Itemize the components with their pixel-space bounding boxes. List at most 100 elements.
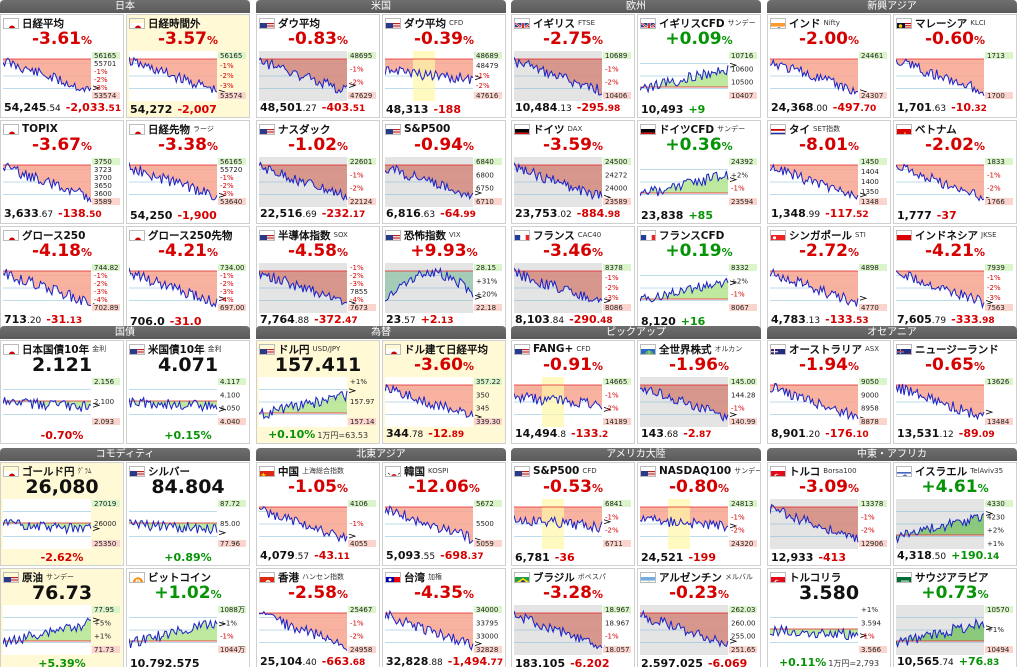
market-subname: 上海総合指数 bbox=[302, 467, 344, 475]
percent-text: +0.19 bbox=[665, 241, 722, 261]
card-header: フランス CAC40 bbox=[514, 228, 601, 242]
market-card[interactable]: ダウ平均 CFD -0.39% 48689 48479 -1% -2% 47616 48,313… bbox=[382, 14, 506, 118]
market-name: 原油 bbox=[22, 571, 43, 584]
market-card[interactable]: ゴールド円 ｸﾞﾗﾑ 26,080 27019 26000 25350 -2.62% bbox=[0, 462, 124, 566]
market-card[interactable]: S&P500 -0.94% 6840 6800 6750 6710 6,816.63 -64.… bbox=[382, 120, 506, 224]
market-card[interactable]: TOPIX -3.67% 3750 3723 3700 3650 3600 3589 3,633… bbox=[0, 120, 124, 224]
market-card[interactable]: 半導体指数 SOX -4.58% -1% -2% -3% 7855 -4% 7673 7,764.… bbox=[256, 226, 380, 330]
price-decimal: .8 bbox=[557, 430, 567, 440]
card-header: ダウ平均 CFD bbox=[385, 16, 463, 30]
change-int: -497 bbox=[832, 101, 861, 114]
percent-text: -0.94 bbox=[413, 135, 463, 155]
market-card[interactable]: シンガポール STI -2.72% 4898 4770 4,783.13 -133.53 bbox=[767, 226, 891, 330]
axis-tick-label: -1% bbox=[220, 174, 234, 182]
change-int: -89 bbox=[958, 427, 979, 440]
axis-tick-label: 10494 bbox=[987, 646, 1010, 654]
price-value: 713.20 bbox=[4, 313, 41, 326]
market-card[interactable]: ダウ平均 -0.83% 48695 -1% -2% 47629 48,501.27 -403.… bbox=[256, 14, 380, 118]
axis-tick-label: -1% bbox=[94, 68, 108, 76]
axis-tick-label: 4106 bbox=[350, 500, 368, 508]
market-card[interactable]: ドル円 USD/JPY 157.411 +1% 157.97 157.14 +0.10% 1万… bbox=[256, 340, 380, 444]
market-card[interactable]: マレーシア KLCI -0.60% 1713 1700 1,701.63 -10.32 bbox=[893, 14, 1017, 118]
market-card[interactable]: インドネシア JKSE -4.21% 7939 -1% -2% -3% 7563 7,605.7… bbox=[893, 226, 1017, 330]
price-value: 1,348.99 bbox=[771, 207, 820, 220]
market-card[interactable]: S&P500 CFD -0.53% 6841 -1% -2% 6711 6,781 -36 bbox=[511, 462, 635, 566]
market-card[interactable]: 日経先物 ラージ -3.38% 56165 55720 -1% -2% -3% 53640 54,… bbox=[126, 120, 250, 224]
axis-tick-label: 1088万 bbox=[220, 606, 245, 614]
market-card[interactable]: アルゼンチン メルバル -0.23% 262.03 260.00 255.00 251.65… bbox=[637, 568, 761, 667]
market-card[interactable]: 中国 上海総合指数 -1.05% 4106 -1% 4055 4,079.57 -43.11 bbox=[256, 462, 380, 566]
axis-tick-label: +1% bbox=[350, 378, 367, 386]
change-value: +2.13 bbox=[421, 313, 454, 326]
market-card[interactable]: B ビットコイン +1.02% 1088万 +1% -1% 1044万 10,792,575 bbox=[126, 568, 250, 667]
price-decimal: .54 bbox=[46, 104, 61, 114]
market-card[interactable]: 台湾 加権 -4.35% 34000 33795 33000 32828 32,828.88-… bbox=[382, 568, 506, 667]
market-card[interactable]: 米国債10年 金利 4.071 4.117 4.100 4.050 4.040 +0.15% bbox=[126, 340, 250, 444]
market-card[interactable]: ナスダック -1.02% 22601 -1% -2% 22124 22,516.69 -232… bbox=[256, 120, 380, 224]
percent-unit: % bbox=[977, 482, 989, 495]
market-card[interactable]: 原油 サンデー 76.73 77.95 +5% +1% 71.73 +5.39% bbox=[0, 568, 124, 667]
percent-unit: % bbox=[847, 34, 860, 47]
market-card[interactable]: トルコ Borsa100 -3.09% 13378 -1% -2% 12906 12,933-… bbox=[767, 462, 891, 566]
price-chart: 24461 24307 bbox=[770, 51, 887, 101]
change-int: -117 bbox=[825, 207, 853, 220]
current-value: 26,080 bbox=[1, 477, 123, 497]
section-header: ピックアップ bbox=[511, 326, 761, 339]
us-flag-icon bbox=[259, 17, 275, 29]
market-name: ニュージーランド bbox=[915, 343, 999, 356]
price-chart: +1% 157.97 157.14 bbox=[259, 377, 376, 427]
change-percent: -3.46% bbox=[512, 241, 634, 263]
axis-tick-label: 48695 bbox=[350, 52, 372, 60]
change-int: -1,900 bbox=[177, 209, 217, 222]
change-percent: -3.09% bbox=[768, 477, 890, 499]
market-card[interactable]: イギリスCFD サンデー +0.09% 10716 10600 10500 10407 10,… bbox=[637, 14, 761, 118]
market-card[interactable]: ドイツ DAX -3.59% 24500 24272 24000 23589 23,753.0… bbox=[511, 120, 635, 224]
axis-tick-label: 6750 bbox=[476, 185, 494, 193]
market-card[interactable]: サウジアラビア +0.73% 10570 +1% 10494 10,565.74 +76.8… bbox=[893, 568, 1017, 667]
market-card[interactable]: 日経平均 -3.61% 56165 55701 -1% -2% -3% 53574 54,245… bbox=[0, 14, 124, 118]
change-value: -403.51 bbox=[322, 101, 365, 114]
change-percent: -3.38% bbox=[127, 135, 249, 157]
market-card[interactable]: シルバー 84.804 87.72 85.00 77.96 +0.89% bbox=[126, 462, 250, 566]
value-text: 3.580 bbox=[798, 582, 860, 604]
market-card[interactable]: タイ SET指数 -8.01% 1450 1404 1400 1350 1348 1,348.9… bbox=[767, 120, 891, 224]
price-int: 706.0 bbox=[130, 315, 165, 328]
price-int: 12,933 bbox=[771, 551, 814, 564]
market-card[interactable]: 全世界株式 オルカン -1.96% 145.00 144.28 -1% 140.99 143.… bbox=[637, 340, 761, 444]
market-card[interactable]: ベトナム -2.02% 1833 -1% -2% 1766 1,777 -37 bbox=[893, 120, 1017, 224]
market-card[interactable]: ニュージーランド -0.65% 13626 13484 13,531.12 -89.09 bbox=[893, 340, 1017, 444]
price-value: 344.78 bbox=[386, 427, 423, 440]
market-card[interactable]: FANG+ CFD -0.91% 14665 -1% -2% 14189 14,494.8 -1… bbox=[511, 340, 635, 444]
market-card[interactable]: グロース250 -4.18% 744.82 -1% -2% -3% -4% 702.89 713… bbox=[0, 226, 124, 330]
change-int: -199 bbox=[688, 551, 716, 564]
market-card[interactable]: 日経時間外 -3.57% 56165 -1% -2% -3% 53574 54,272 -2,0… bbox=[126, 14, 250, 118]
market-card[interactable]: ドイツCFD サンデー +0.36% 24392 +2% -1% 23594 23,838 +8… bbox=[637, 120, 761, 224]
axis-tick-label: +1% bbox=[861, 606, 878, 614]
market-card[interactable]: フランス CAC40 -3.46% 8378 -1% -2% -3% 8086 8,103.84… bbox=[511, 226, 635, 330]
market-card[interactable]: 恐怖指数 VIX +9.93% 28.15 +31% +20% 22.18 23.57 +2.1… bbox=[382, 226, 506, 330]
market-card[interactable]: オーストラリア ASX -1.94% 9050 9000 8958 8878 8,901.20… bbox=[767, 340, 891, 444]
market-card[interactable]: トルコリラ 3.580 +1% 3.594 -1% 3.566 +0.11% 1万円=2,79… bbox=[767, 568, 891, 667]
market-card[interactable]: ドル建て日経平均 -3.60% 357.22 350 345 339.30 344.78 -1… bbox=[382, 340, 506, 444]
market-card[interactable]: 韓国 KOSPI -12.06% 5672 5500 5059 5,093.55 -698.3… bbox=[382, 462, 506, 566]
change-int: -12 bbox=[428, 427, 449, 440]
market-card[interactable]: 日本国債10年 金利 2.121 2.156 2.100 2.093 -0.70% bbox=[0, 340, 124, 444]
market-card[interactable]: ブラジル ボベスパ -3.28% 18.967 18.967 -1% 18.057 183,1… bbox=[511, 568, 635, 667]
market-card[interactable]: グロース250先物 -4.21% 734.00 -1% -2% -3% -4% 697.00 7… bbox=[126, 226, 250, 330]
axis-tick-label: -2% bbox=[605, 284, 619, 292]
change-value: -37 bbox=[937, 209, 957, 222]
card-header: 米国債10年 金利 bbox=[129, 342, 222, 356]
il-flag-icon bbox=[896, 465, 912, 477]
market-card[interactable]: フランスCFD +0.19% 8332 +2% -1% 8067 8,120 +16 bbox=[637, 226, 761, 330]
price-value: 10,493 bbox=[641, 103, 683, 116]
market-name: S&P500 bbox=[533, 465, 580, 477]
card-header: アルゼンチン メルバル bbox=[640, 570, 753, 584]
market-card[interactable]: 香港 ハンセン指数 -2.58% 25467 -1% -2% 24958 25,104.40-… bbox=[256, 568, 380, 667]
market-card[interactable]: インド Nifty -2.00% 24461 24307 24,368.00 -497.70 bbox=[767, 14, 891, 118]
axis-tick-label: -1% bbox=[605, 274, 619, 282]
axis-tick-label: -1% bbox=[350, 171, 364, 179]
change-int: -884 bbox=[576, 207, 605, 220]
market-card[interactable]: イギリス FTSE -2.75% 10689 -1% -2% 10406 10,484.13-… bbox=[511, 14, 635, 118]
market-card[interactable]: NASDAQ100 サンデー -0.80% 24813 -1% -2% 24320 24,52… bbox=[637, 462, 761, 566]
market-card[interactable]: イスラエル TelAviv35 +4.61% 4330 4230 +2% +1% 4,318.… bbox=[893, 462, 1017, 566]
